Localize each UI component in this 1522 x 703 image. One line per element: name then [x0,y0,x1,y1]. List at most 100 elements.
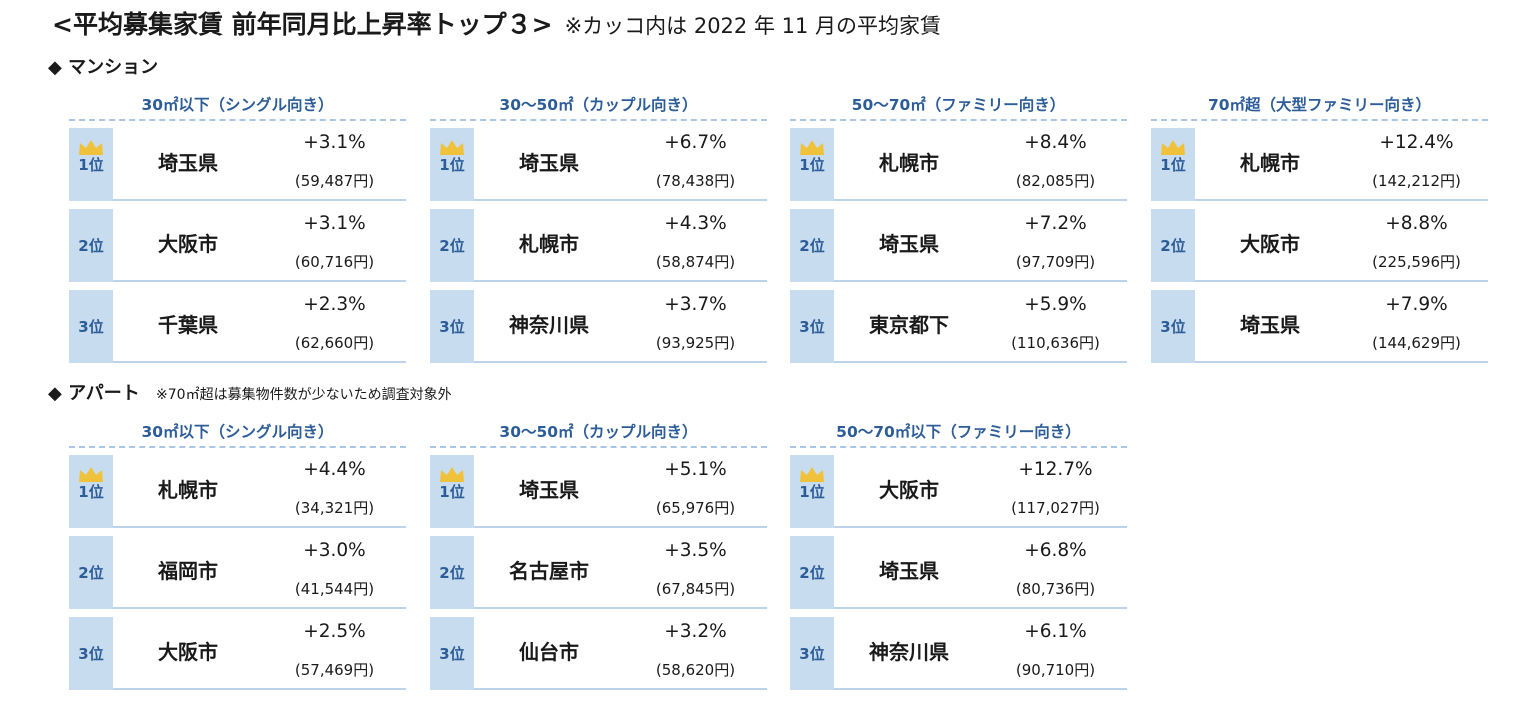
rank-badge: 1位 [69,455,113,528]
rent-stats: +6.7% (78,438円) [624,128,767,199]
rank-label: 3位 [439,318,465,336]
rank-label: 2位 [78,564,104,582]
increase-rate: +7.9% [1385,294,1448,315]
table-row: 2位 札幌市 +4.3% (58,874円) [430,209,767,282]
average-rent: (60,716円) [294,253,375,271]
average-rent: (90,710円) [1015,661,1096,679]
crown-icon [439,138,465,156]
crown-icon [78,465,104,483]
average-rent: (93,925円) [655,334,736,352]
rank-label: 2位 [439,237,465,255]
rank-label: 1位 [439,156,465,174]
ranking-panel: 70㎡超（大型ファミリー向き） 1位 札幌市 +12.4% (142,212円) 2位 大阪… [1151,91,1488,371]
rank-label: 3位 [78,645,104,663]
average-rent: (62,660円) [294,334,375,352]
area-name: 埼玉県 [1240,313,1300,337]
ranking-panel: 50～70㎡（ファミリー向き） 1位 札幌市 +8.4% (82,085円) 2位 埼玉県 +… [790,91,1127,371]
title-main: <平均募集家賃 前年同月比上昇率トップ３> [52,10,553,39]
rank-badge: 2位 [69,536,113,609]
average-rent: (67,845円) [655,580,736,598]
rank-label: 2位 [799,237,825,255]
area-name: 札幌市 [519,232,579,256]
rent-stats: +4.4% (34,321円) [263,455,406,526]
ranking-panel: 50～70㎡以下（ファミリー向き） 1位 大阪市 +12.7% (117,027円) 2位… [790,418,1127,698]
panel-header: 50～70㎡以下（ファミリー向き） [790,418,1127,448]
table-row: 3位 仙台市 +3.2% (58,620円) [430,617,767,690]
rank-label: 1位 [78,156,104,174]
rank-badge: 3位 [430,617,474,690]
rent-stats: +3.1% (60,716円) [263,209,406,280]
panel-header: 70㎡超（大型ファミリー向き） [1151,91,1488,121]
table-row: 1位 埼玉県 +5.1% (65,976円) [430,455,767,528]
average-rent: (225,596円) [1372,253,1461,271]
section-label-text: ◆ アパート [48,383,140,404]
average-rent: (110,636円) [1011,334,1100,352]
ranking-panel: 30～50㎡（カップル向き） 1位 埼玉県 +5.1% (65,976円) 2位 名古屋市 +… [430,418,767,698]
rank-badge: 2位 [1151,209,1195,282]
table-row: 2位 埼玉県 +6.8% (80,736円) [790,536,1127,609]
rent-stats: +6.8% (80,736円) [984,536,1127,607]
average-rent: (58,874円) [655,253,736,271]
rent-stats: +2.3% (62,660円) [263,290,406,361]
section-label-text: ◆ マンション [48,57,159,78]
increase-rate: +3.7% [664,294,727,315]
table-row: 3位 埼玉県 +7.9% (144,629円) [1151,290,1488,363]
area-name: 札幌市 [1240,151,1300,175]
panel-header: 30～50㎡（カップル向き） [430,91,767,121]
title-note: ※カッコ内は 2022 年 11 月の平均家賃 [564,14,942,38]
increase-rate: +6.7% [664,132,727,153]
area-name: 福岡市 [158,559,218,583]
area-name: 埼玉県 [519,151,579,175]
rank-label: 3位 [799,645,825,663]
table-row: 2位 名古屋市 +3.5% (67,845円) [430,536,767,609]
rank-label: 2位 [78,237,104,255]
ranking-rows: 1位 札幌市 +12.4% (142,212円) 2位 大阪市 +8.8% (225,596円… [1151,128,1488,363]
rank-label: 3位 [799,318,825,336]
area-name: 埼玉県 [519,478,579,502]
increase-rate: +12.7% [1018,459,1093,480]
table-row: 3位 東京都下 +5.9% (110,636円) [790,290,1127,363]
area-name: 札幌市 [879,151,939,175]
rent-stats: +3.5% (67,845円) [624,536,767,607]
rank-badge: 1位 [69,128,113,201]
area-name: 埼玉県 [879,232,939,256]
rank-badge: 3位 [69,617,113,690]
crown-icon [799,138,825,156]
increase-rate: +3.5% [664,540,727,561]
average-rent: (142,212円) [1372,172,1461,190]
ranking-rows: 1位 埼玉県 +6.7% (78,438円) 2位 札幌市 +4.3% (58,874円) 3位… [430,128,767,363]
average-rent: (117,027円) [1011,499,1100,517]
table-row: 3位 神奈川県 +6.1% (90,710円) [790,617,1127,690]
ranking-rows: 1位 札幌市 +4.4% (34,321円) 2位 福岡市 +3.0% (41,544円) 3位… [69,455,406,690]
table-row: 2位 大阪市 +3.1% (60,716円) [69,209,406,282]
average-rent: (58,620円) [655,661,736,679]
rank-label: 2位 [1160,237,1186,255]
ranking-rows: 1位 札幌市 +8.4% (82,085円) 2位 埼玉県 +7.2% (97,709円) 3位… [790,128,1127,363]
increase-rate: +8.8% [1385,213,1448,234]
average-rent: (144,629円) [1372,334,1461,352]
area-name: 名古屋市 [509,559,589,583]
table-row: 3位 神奈川県 +3.7% (93,925円) [430,290,767,363]
rent-stats: +5.9% (110,636円) [984,290,1127,361]
increase-rate: +4.4% [303,459,366,480]
increase-rate: +3.1% [303,132,366,153]
rank-badge: 3位 [790,617,834,690]
rank-label: 1位 [1160,156,1186,174]
area-name: 東京都下 [869,313,949,337]
rent-stats: +2.5% (57,469円) [263,617,406,688]
increase-rate: +5.1% [664,459,727,480]
rank-badge: 3位 [69,290,113,363]
table-row: 1位 埼玉県 +3.1% (59,487円) [69,128,406,201]
average-rent: (41,544円) [294,580,375,598]
section-label-apartment: ◆ アパート ※70㎡超は募集物件数が少ないため調査対象外 [48,382,452,407]
rank-badge: 2位 [430,536,474,609]
rank-label: 3位 [78,318,104,336]
area-name: 千葉県 [158,313,218,337]
increase-rate: +6.1% [1024,621,1087,642]
average-rent: (80,736円) [1015,580,1096,598]
increase-rate: +2.5% [303,621,366,642]
rank-badge: 3位 [430,290,474,363]
area-name: 大阪市 [879,478,939,502]
rank-badge: 3位 [1151,290,1195,363]
rent-stats: +3.2% (58,620円) [624,617,767,688]
